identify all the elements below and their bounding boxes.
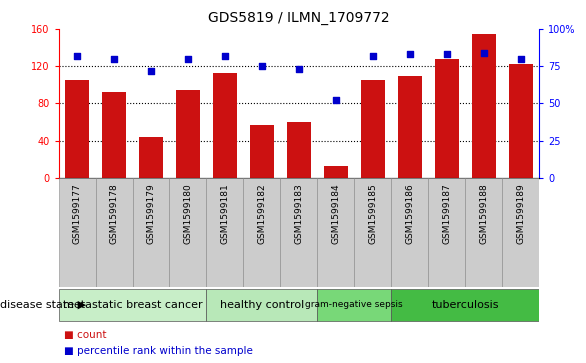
Bar	[324, 166, 348, 178]
Bar	[59, 178, 96, 287]
Bar	[318, 289, 391, 321]
Point	[146, 68, 156, 74]
Point	[516, 56, 525, 62]
Point	[442, 52, 451, 57]
Title: GDS5819 / ILMN_1709772: GDS5819 / ILMN_1709772	[208, 11, 390, 25]
Bar	[206, 289, 318, 321]
Bar	[509, 64, 533, 178]
Text: GSM1599177: GSM1599177	[73, 183, 81, 244]
Text: healthy control: healthy control	[220, 300, 304, 310]
Bar	[176, 90, 200, 178]
Text: GSM1599180: GSM1599180	[183, 183, 192, 244]
Text: GSM1599182: GSM1599182	[257, 183, 267, 244]
Bar	[250, 125, 274, 178]
Text: GSM1599179: GSM1599179	[146, 183, 155, 244]
Bar	[213, 73, 237, 178]
Text: GSM1599183: GSM1599183	[294, 183, 304, 244]
Bar	[472, 34, 496, 178]
Bar	[59, 289, 206, 321]
Bar	[139, 137, 163, 178]
Bar	[132, 178, 169, 287]
Point	[257, 63, 267, 69]
Text: metastatic breast cancer: metastatic breast cancer	[63, 300, 202, 310]
Point	[405, 52, 414, 57]
Bar	[318, 178, 355, 287]
Point	[479, 50, 488, 56]
Bar	[243, 178, 280, 287]
Point	[110, 56, 119, 62]
Bar	[280, 178, 318, 287]
Point	[73, 53, 82, 59]
Text: GSM1599188: GSM1599188	[479, 183, 488, 244]
Bar	[428, 178, 465, 287]
Text: GSM1599181: GSM1599181	[220, 183, 230, 244]
Bar	[102, 92, 126, 178]
Text: GSM1599189: GSM1599189	[516, 183, 525, 244]
Text: GSM1599184: GSM1599184	[331, 183, 340, 244]
Bar	[398, 76, 422, 178]
Bar	[361, 80, 385, 178]
Text: disease state ▶: disease state ▶	[0, 300, 86, 310]
Text: GSM1599178: GSM1599178	[110, 183, 118, 244]
Bar	[435, 59, 459, 178]
Bar	[355, 178, 391, 287]
Text: gram-negative sepsis: gram-negative sepsis	[305, 301, 403, 309]
Bar	[502, 178, 539, 287]
Text: GSM1599187: GSM1599187	[442, 183, 451, 244]
Text: ■ count: ■ count	[64, 330, 107, 340]
Bar	[391, 289, 539, 321]
Bar	[287, 122, 311, 178]
Bar	[65, 80, 89, 178]
Text: ■ percentile rank within the sample: ■ percentile rank within the sample	[64, 346, 253, 356]
Bar	[465, 178, 502, 287]
Bar	[169, 178, 206, 287]
Text: GSM1599185: GSM1599185	[368, 183, 377, 244]
Point	[331, 98, 340, 103]
Bar	[391, 178, 428, 287]
Point	[220, 53, 230, 59]
Point	[183, 56, 193, 62]
Text: GSM1599186: GSM1599186	[406, 183, 414, 244]
Point	[368, 53, 377, 59]
Bar	[206, 178, 243, 287]
Text: tuberculosis: tuberculosis	[431, 300, 499, 310]
Point	[294, 66, 304, 72]
Bar	[96, 178, 132, 287]
